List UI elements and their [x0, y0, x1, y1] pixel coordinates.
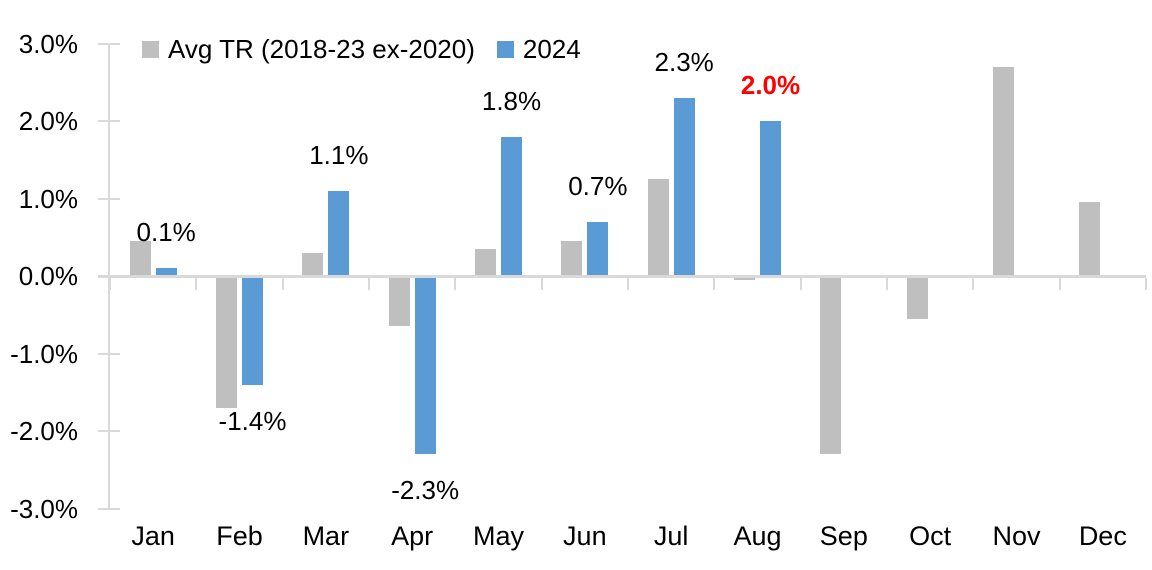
legend-item-avg-tr[interactable]: Avg TR (2018-23 ex-2020)	[142, 35, 475, 63]
bar-2024-jun[interactable]	[587, 221, 609, 276]
data-label-2024-mar: 1.1%	[309, 139, 369, 170]
bar-2024-apr[interactable]	[414, 276, 436, 455]
x-axis-label-jul: Jul	[653, 521, 689, 551]
y-axis-tick-label: -1.0%	[10, 338, 78, 369]
x-axis-tick-mark	[886, 278, 888, 290]
bar-avg-tr-may[interactable]	[475, 248, 496, 276]
legend-label-2024: 2024	[522, 34, 581, 64]
chart-legend: Avg TR (2018-23 ex-2020) 2024	[142, 35, 581, 63]
x-axis-tick-mark	[540, 278, 543, 290]
bar-avg-tr-jun[interactable]	[561, 241, 583, 276]
x-axis-tick-mark	[713, 278, 716, 290]
x-axis-tick-mark	[1145, 278, 1147, 290]
bar-avg-tr-feb[interactable]	[216, 276, 237, 408]
x-axis-label-jan: Jan	[131, 521, 175, 551]
x-axis-tick-mark	[972, 278, 975, 290]
x-axis-tick-mark	[799, 278, 802, 290]
y-axis-tick-label: 3.0%	[18, 28, 78, 59]
legend-swatch-blue	[496, 40, 514, 58]
x-axis-zero-line	[98, 275, 1146, 278]
data-label-2024-aug: 2.0%	[740, 70, 801, 100]
data-label-2024-jun: 0.7%	[568, 170, 628, 201]
x-axis-label-feb: Feb	[216, 521, 263, 551]
x-axis-label-sep: Sep	[819, 521, 868, 551]
y-axis-tick-label: -3.0%	[10, 493, 78, 524]
x-axis-label-apr: Apr	[391, 521, 434, 551]
x-axis-label-mar: Mar	[302, 521, 350, 551]
y-axis-tick-label: -2.0%	[10, 416, 78, 446]
x-axis-label-dec: Dec	[1078, 521, 1127, 551]
data-label-2024-feb: -1.4%	[218, 405, 287, 436]
x-axis-tick-mark	[454, 278, 457, 290]
x-axis-tick-mark	[281, 278, 284, 290]
bar-avg-tr-nov[interactable]	[993, 66, 1014, 276]
bar-2024-jul[interactable]	[673, 97, 695, 276]
bar-avg-tr-apr[interactable]	[388, 276, 410, 327]
data-label-2024-jan: 0.1%	[136, 217, 196, 248]
x-axis-label-oct: Oct	[909, 521, 952, 551]
legend-swatch-gray	[142, 40, 159, 58]
bar-avg-tr-jul[interactable]	[647, 179, 669, 276]
y-axis-tick-label: 2.0%	[18, 106, 78, 136]
x-axis-label-aug: Aug	[733, 521, 782, 551]
y-axis-tick-label: 1.0%	[18, 183, 78, 214]
data-label-2024-may: 1.8%	[481, 85, 542, 116]
y-axis-tick-label: 0.0%	[18, 261, 78, 291]
x-axis-tick-mark	[627, 278, 629, 290]
bar-2024-mar[interactable]	[328, 190, 350, 276]
legend-label-avg-tr: Avg TR (2018-23 ex-2020)	[168, 34, 475, 64]
bar-2024-jan[interactable]	[155, 268, 177, 276]
bar-avg-tr-dec[interactable]	[1079, 202, 1101, 276]
bar-2024-may[interactable]	[501, 136, 522, 276]
x-axis-label-nov: Nov	[992, 521, 1041, 551]
bar-avg-tr-jan[interactable]	[129, 241, 151, 276]
bar-2024-aug[interactable]	[760, 121, 781, 276]
legend-item-2024[interactable]: 2024	[496, 34, 581, 64]
x-axis-tick-mark	[195, 278, 198, 290]
x-axis-label-may: May	[472, 521, 524, 551]
x-axis-label-jun: Jun	[563, 521, 607, 551]
bar-2024-feb[interactable]	[242, 276, 263, 385]
x-axis-tick-mark	[109, 278, 111, 290]
bar-avg-tr-sep[interactable]	[820, 276, 842, 455]
x-axis-tick-mark	[1058, 278, 1061, 290]
x-axis-tick-mark	[368, 278, 370, 290]
bar-avg-tr-oct[interactable]	[906, 276, 928, 319]
bar-avg-tr-mar[interactable]	[302, 252, 324, 276]
data-label-2024-jul: 2.3%	[654, 46, 714, 77]
data-label-2024-apr: -2.3%	[391, 475, 460, 506]
